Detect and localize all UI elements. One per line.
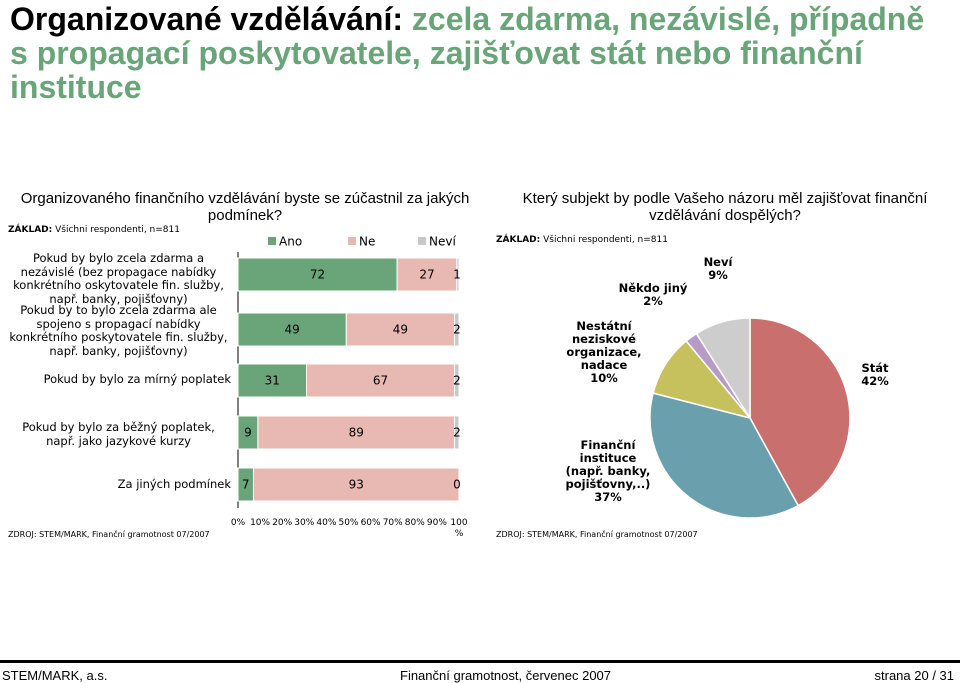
bar-0-neví (456, 257, 460, 292)
legend-swatch-0 (268, 237, 276, 245)
x-tick-8: 80% (405, 518, 425, 528)
bar-3-neví (454, 415, 460, 450)
left-base-text: Všichni respondenti, n=811 (55, 225, 180, 235)
category-label-0: Pokud by bylo zcela zdarma a nezávislé (… (13, 251, 224, 306)
pie-label-1: Finanční instituce (např. banky, pojišťovny… (566, 438, 651, 504)
legend-label-1: Ne (359, 235, 375, 249)
bar-0-ano (237, 257, 398, 292)
bar-label-2-0: 31 (265, 374, 280, 388)
x-tick-9: 90% (427, 518, 447, 528)
left-base-label: ZÁKLAD: (8, 225, 53, 235)
category-label-1: Pokud by to bylo zcela zdarma ale spojen… (9, 303, 228, 358)
category-label-4: Za jiných podmínek (117, 477, 231, 491)
bar-label-0-1: 27 (419, 268, 434, 282)
x-tick-6: 60% (361, 518, 381, 528)
x-tick-10: 100% (450, 518, 467, 539)
bar-2-neví (454, 363, 460, 398)
bar-2-ne (306, 363, 456, 398)
page-title-part2: zcela zdarma, nezávislé, případně s prop… (10, 1, 925, 105)
legend-label-0: Ano (279, 235, 302, 249)
x-tick-5: 50% (338, 518, 358, 528)
pie-slice-1 (649, 392, 800, 519)
bar-4-ne (252, 467, 460, 502)
category-label-2: Pokud by bylo za mírný poplatek (43, 372, 231, 386)
legend-label-2: Neví (429, 235, 456, 249)
footer-center: Finanční gramotnost, červenec 2007 (400, 668, 612, 683)
pie-label-2: Nestátní neziskové organizace, nadace 10% (566, 319, 641, 385)
bar-label-1-0: 49 (285, 323, 300, 337)
bar-label-1-1: 49 (393, 323, 408, 337)
page-title-part1: Organizované vzdělávání: (10, 1, 404, 37)
x-tick-2: 20% (272, 518, 292, 528)
x-tick-4: 40% (316, 518, 336, 528)
pie-label-0: Stát 42% (861, 361, 889, 388)
bar-label-0-0: 72 (310, 268, 325, 282)
left-source: ZDROJ: STEM/MARK, Finanční gramotnost 07… (8, 530, 210, 539)
x-tick-1: 10% (250, 518, 270, 528)
x-tick-3: 30% (294, 518, 314, 528)
right-base: ZÁKLAD: Všichni respondenti, n=811 (496, 235, 668, 245)
footer-rule (0, 660, 960, 663)
footer-left: STEM/MARK, a.s. (2, 668, 108, 683)
bar-label-1-2: 2 (453, 323, 461, 337)
category-label-3: Pokud by bylo za běžný poplatek, např. j… (22, 420, 215, 448)
bar-label-3-1: 89 (349, 426, 364, 440)
page-title: Organizované vzdělávání: zcela zdarma, n… (10, 2, 940, 104)
legend-swatch-1 (348, 237, 356, 245)
bar-label-2-1: 67 (373, 374, 388, 388)
bar-label-3-0: 9 (244, 426, 252, 440)
bar-1-neví (454, 312, 460, 347)
bar-3-ne (257, 415, 456, 450)
bar-label-0-2: 1 (453, 268, 461, 282)
bar-label-3-2: 2 (453, 426, 461, 440)
pie-label-3: Někdo jiný 2% (619, 281, 688, 308)
x-tick-0: 0% (231, 518, 246, 528)
legend-swatch-2 (418, 237, 426, 245)
bar-label-4-0: 7 (242, 478, 250, 492)
bar-0-ne (396, 257, 458, 292)
pie-slice-4 (695, 317, 751, 421)
footer-right: strana 20 / 31 (874, 668, 955, 683)
x-tick-7: 70% (383, 518, 403, 528)
bar-label-2-2: 2 (453, 374, 461, 388)
right-base-label: ZÁKLAD: (496, 235, 541, 245)
pie-slice-0 (749, 317, 851, 507)
right-base-text: Všichni respondenti, n=811 (543, 235, 668, 245)
right-chart-title: Který subjekt by podle Vašeho názoru měl… (522, 190, 928, 224)
bar-label-4-2: 0 (453, 478, 461, 492)
left-chart-title: Organizovaného finančního vzdělávání bys… (20, 190, 470, 224)
pie-label-4: Neví 9% (704, 255, 734, 282)
left-base: ZÁKLAD: Všichni respondenti, n=811 (8, 225, 180, 235)
bar-1-ano (237, 312, 347, 347)
right-source: ZDROJ: STEM/MARK, Finanční gramotnost 07… (496, 530, 698, 539)
bar-label-4-1: 93 (349, 478, 364, 492)
